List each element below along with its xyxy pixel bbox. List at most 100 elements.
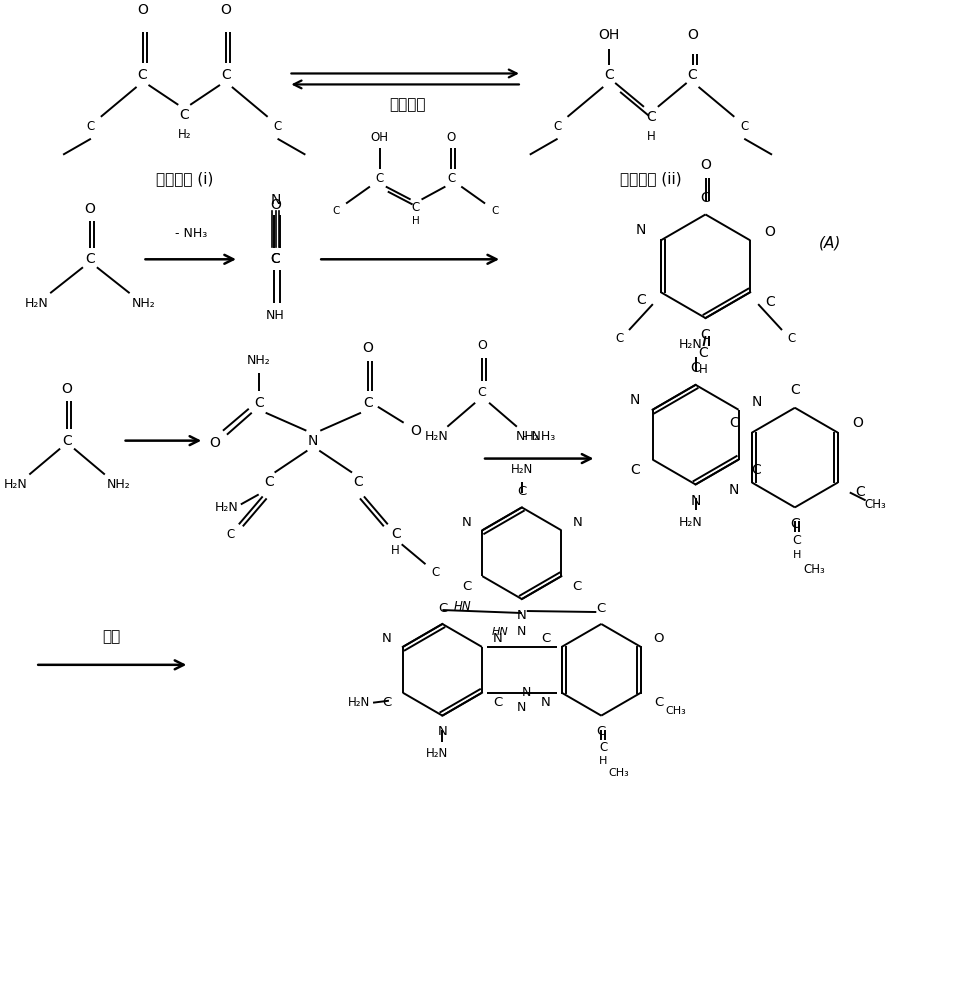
Text: C: C — [271, 252, 281, 266]
Text: N: N — [729, 483, 739, 497]
Text: C: C — [792, 534, 801, 547]
Text: 乙酰丙酮 (ii): 乙酰丙酮 (ii) — [620, 171, 681, 186]
Text: C: C — [364, 396, 373, 410]
Text: N: N — [308, 434, 319, 448]
Text: C: C — [382, 696, 392, 709]
Text: O: O — [447, 131, 456, 144]
Text: C: C — [573, 580, 582, 593]
Text: CH₃: CH₃ — [865, 498, 886, 511]
Text: NH₂: NH₂ — [107, 478, 130, 491]
Text: O: O — [137, 3, 148, 17]
Text: C: C — [493, 696, 503, 709]
Text: C: C — [432, 566, 439, 579]
Text: C: C — [688, 68, 698, 82]
Text: C: C — [263, 475, 273, 489]
Text: C: C — [85, 252, 95, 266]
Text: C: C — [605, 68, 614, 82]
Text: NH₂: NH₂ — [516, 430, 539, 443]
Text: C: C — [854, 485, 864, 499]
Text: C: C — [226, 528, 235, 541]
Text: H₂N: H₂N — [215, 501, 239, 514]
Text: N: N — [541, 696, 551, 709]
Text: C: C — [517, 485, 527, 498]
Text: O: O — [477, 339, 487, 352]
Text: N: N — [437, 725, 447, 738]
Text: C: C — [646, 110, 656, 124]
Text: C: C — [376, 172, 384, 185]
Text: C: C — [271, 252, 281, 266]
Text: O: O — [85, 202, 95, 216]
Text: O: O — [410, 424, 421, 438]
Text: C: C — [740, 120, 748, 133]
Text: N: N — [270, 193, 281, 207]
Text: N: N — [522, 686, 532, 699]
Text: C: C — [701, 328, 711, 342]
Text: C: C — [254, 396, 263, 410]
Text: H₂N: H₂N — [4, 478, 27, 491]
Text: C: C — [787, 332, 796, 345]
Text: C: C — [62, 434, 72, 448]
Text: HN: HN — [453, 600, 471, 613]
Text: 互变异构: 互变异构 — [390, 97, 426, 112]
Text: OH: OH — [599, 28, 620, 42]
Text: C: C — [597, 602, 606, 615]
Text: O: O — [61, 382, 73, 396]
Text: C: C — [701, 191, 711, 205]
Text: N: N — [517, 701, 527, 714]
Text: C: C — [221, 68, 230, 82]
Text: H: H — [392, 544, 400, 557]
Text: N: N — [690, 494, 701, 508]
Text: H₂N: H₂N — [678, 516, 703, 529]
Text: NH₂: NH₂ — [247, 354, 270, 367]
Text: 缩合: 缩合 — [103, 629, 121, 644]
Text: - NH₃: - NH₃ — [523, 430, 555, 443]
Text: N: N — [493, 632, 503, 645]
Text: H: H — [699, 363, 708, 376]
Text: H₂N: H₂N — [24, 297, 49, 310]
Text: H₂N: H₂N — [425, 430, 448, 443]
Text: O: O — [210, 436, 221, 450]
Text: C: C — [599, 741, 608, 754]
Text: C: C — [654, 696, 663, 709]
Text: C: C — [615, 332, 623, 345]
Text: C: C — [411, 201, 420, 214]
Text: 乙酰丙酮 (i): 乙酰丙酮 (i) — [156, 171, 213, 186]
Text: C: C — [491, 206, 499, 216]
Text: O: O — [700, 158, 711, 172]
Text: H₂: H₂ — [178, 128, 191, 141]
Text: C: C — [553, 120, 562, 133]
Text: H₂N: H₂N — [348, 696, 370, 709]
Text: H: H — [599, 756, 608, 766]
Text: O: O — [765, 225, 776, 239]
Text: O: O — [653, 632, 664, 645]
Text: N: N — [517, 625, 527, 638]
Text: H₂N: H₂N — [678, 338, 703, 351]
Text: N: N — [382, 632, 392, 645]
Text: CH₃: CH₃ — [665, 706, 686, 716]
Text: C: C — [636, 293, 645, 307]
Text: C: C — [462, 580, 471, 593]
Text: O: O — [852, 416, 863, 430]
Text: C: C — [751, 463, 761, 477]
Text: C: C — [477, 386, 486, 399]
Text: C: C — [180, 108, 190, 122]
Text: C: C — [597, 725, 606, 738]
Text: N: N — [517, 609, 527, 622]
Text: C: C — [630, 463, 640, 477]
Text: H: H — [646, 130, 655, 143]
Text: C: C — [391, 527, 400, 541]
Text: H₂N: H₂N — [510, 463, 533, 476]
Text: C: C — [332, 206, 340, 216]
Text: C: C — [765, 295, 775, 309]
Text: N: N — [630, 393, 640, 407]
Text: NH₂: NH₂ — [131, 297, 156, 310]
Text: O: O — [363, 341, 373, 355]
Text: N: N — [462, 516, 471, 529]
Text: C: C — [437, 602, 447, 615]
Text: C: C — [138, 68, 148, 82]
Text: O: O — [270, 198, 281, 212]
Text: C: C — [447, 172, 456, 185]
Text: C: C — [541, 632, 550, 645]
Text: OH: OH — [371, 131, 389, 144]
Text: N: N — [751, 395, 762, 409]
